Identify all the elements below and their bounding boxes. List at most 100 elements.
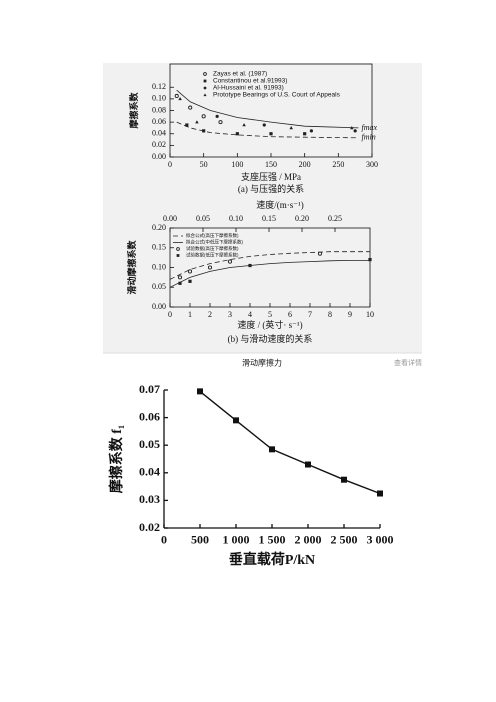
legend-label: 试验数据(高压下摩擦系数) (186, 245, 239, 252)
x-tick-label: 0 (168, 160, 172, 169)
x2-tick-label: 0.20 (295, 214, 309, 223)
legend-label: Zayas et al. (1987) (213, 71, 267, 78)
y-tick-label: 0.08 (152, 105, 166, 114)
y-axis-title: 摩擦系数 (128, 92, 139, 129)
x-tick-label: 0 (161, 532, 167, 546)
legend-marker (203, 93, 207, 97)
x-tick-label: 1 000 (223, 532, 250, 546)
series-line (169, 260, 370, 288)
marker (185, 123, 189, 127)
x2-tick-label: 0.05 (196, 214, 210, 223)
series-line (176, 89, 359, 129)
scan-background (103, 63, 422, 353)
legend-marker (176, 247, 180, 251)
x-axis-title: 垂直载荷P/kN (229, 551, 315, 568)
x-tick-label: 2 (208, 310, 212, 319)
marker (262, 123, 266, 127)
y-tick-label: 0.05 (139, 437, 160, 451)
legend-marker (203, 72, 207, 76)
marker (248, 263, 252, 268)
x-tick-label: 200 (299, 160, 311, 169)
y-tick-label: 0.02 (152, 140, 166, 149)
marker (269, 446, 275, 453)
legend-label: 试验数据(低压下摩擦系数) (186, 252, 239, 259)
marker (235, 132, 239, 136)
legend-label: Constantinou et al.91993) (213, 78, 287, 85)
x-tick-label: 500 (191, 532, 209, 546)
view-link[interactable]: 查看详情 (394, 358, 422, 367)
marker (197, 388, 203, 395)
x-tick-label: 300 (366, 160, 378, 169)
x-tick-label: 8 (328, 310, 332, 319)
marker (289, 126, 293, 130)
x-tick-label: 250 (332, 160, 344, 169)
y-axis-title: 滑动摩擦系数 (126, 240, 137, 295)
legend-label: Prototype Bearings of U.S. Court of Appe… (213, 92, 341, 99)
x2-axis-title: 速度/(m·s⁻¹) (256, 199, 303, 210)
legend-marker (203, 79, 207, 83)
marker (233, 417, 239, 424)
x-tick-label: 150 (265, 160, 277, 169)
y-tick-label: 0.10 (152, 262, 166, 271)
chart-caption: (a) 与压强的关系 (238, 183, 304, 194)
marker (317, 251, 323, 256)
x-tick-label: 10 (366, 310, 374, 319)
x-axis-title: 支座压强 / MPa (241, 171, 301, 182)
y-tick-label: 0.20 (152, 223, 166, 232)
y-tick-label: 0.10 (152, 94, 166, 103)
y-tick-label: 0.06 (139, 409, 160, 423)
x2-tick-label: 0.15 (262, 214, 276, 223)
marker (353, 129, 357, 133)
y-tick-label: 0.04 (152, 129, 166, 138)
figure-caption: 滑动摩擦力 (242, 358, 282, 368)
marker (178, 96, 182, 101)
x-tick-label: 2 000 (295, 532, 322, 546)
marker (269, 132, 273, 136)
marker (309, 129, 313, 133)
y-axis-title: 摩擦系数 f₁ (108, 425, 125, 493)
marker (174, 93, 179, 99)
marker (218, 120, 223, 125)
x-tick-label: 1 (188, 310, 192, 319)
x-tick-label: 2 500 (331, 532, 358, 546)
x-tick-label: 7 (308, 310, 312, 319)
marker (177, 275, 183, 280)
x2-tick-label: 0.10 (229, 214, 243, 223)
marker (207, 265, 213, 270)
marker (195, 120, 199, 124)
x2-tick-label: 0.00 (163, 214, 177, 223)
legend-label: Al-Hussaini et al. 91993) (213, 85, 284, 92)
marker (242, 123, 246, 127)
x-tick-label: 9 (348, 310, 352, 319)
y-tick-label: 0.06 (152, 117, 166, 126)
y-tick-label: 0.00 (152, 152, 166, 161)
series-line (199, 390, 381, 495)
x-tick-label: 0 (168, 310, 172, 319)
legend-label: 拟合公式(高压下摩擦系数) (186, 232, 239, 239)
y-tick-label: 0.04 (139, 465, 160, 479)
legend-label: 拟合公式(中低压下摩擦系数) (186, 239, 243, 246)
y-tick-label: 0.00 (152, 302, 166, 311)
chart-caption: (b) 与滑动速度的关系 (228, 333, 313, 344)
y-tick-label: 0.07 (139, 382, 160, 396)
line-label: fmin (362, 133, 376, 142)
marker (377, 490, 383, 497)
marker (368, 258, 372, 262)
x-tick-label: 3 (228, 310, 232, 319)
x-tick-label: 6 (288, 310, 292, 319)
x-tick-label: 50 (200, 160, 208, 169)
y-tick-label: 0.12 (152, 82, 166, 91)
marker (303, 132, 307, 136)
legend-marker (203, 86, 207, 90)
marker (227, 259, 233, 264)
y-tick-label: 0.05 (152, 282, 166, 291)
marker (178, 281, 182, 285)
marker (215, 114, 219, 118)
y-tick-label: 0.03 (139, 492, 160, 506)
series-line (176, 121, 359, 139)
marker (201, 114, 206, 119)
x-tick-label: 1 500 (259, 532, 286, 546)
x-tick-label: 4 (248, 310, 252, 319)
x-tick-label: 100 (231, 160, 243, 169)
